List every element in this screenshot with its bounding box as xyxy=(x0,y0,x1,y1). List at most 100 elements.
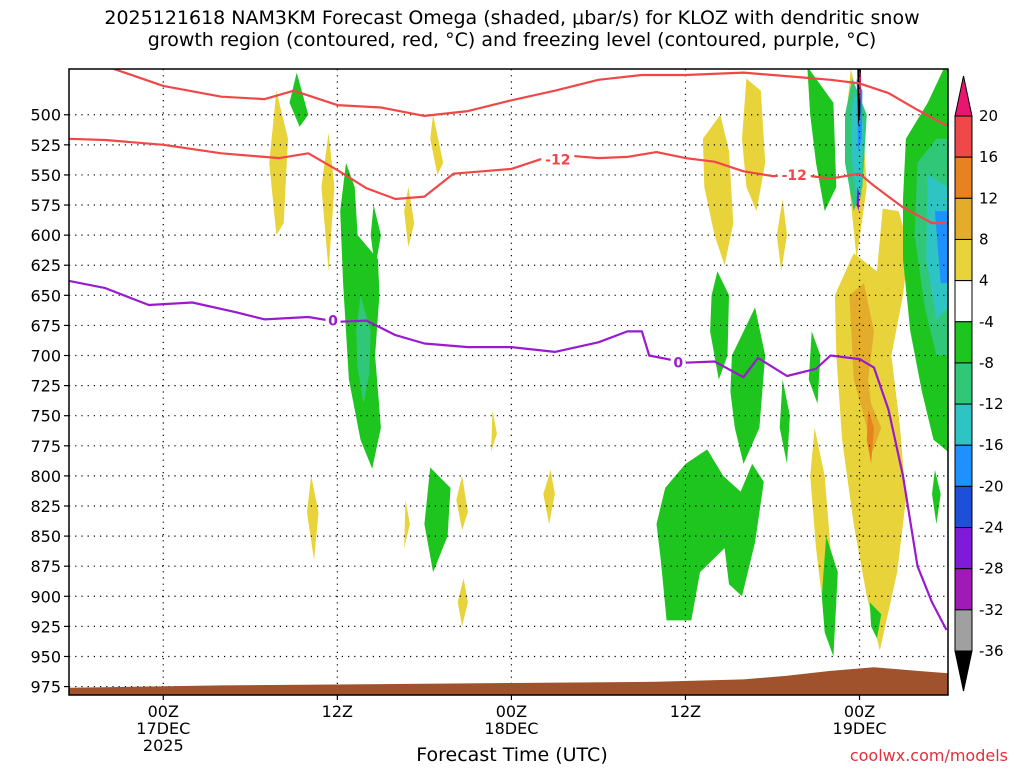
omega-region-13 xyxy=(457,578,468,627)
y-tick-label-500: 500 xyxy=(30,106,61,125)
colorbar-top-triangle xyxy=(954,75,973,117)
colorbar-bin-4 xyxy=(954,280,973,323)
omega-region-14 xyxy=(543,469,555,525)
omega-region-6 xyxy=(321,132,335,272)
colorbar-label-0: 20 xyxy=(979,107,998,125)
colorbar-label-3: 8 xyxy=(979,230,989,248)
omega-region-35 xyxy=(932,469,941,525)
omega-region-22 xyxy=(808,331,821,404)
y-tick-label-800: 800 xyxy=(30,467,61,486)
contour-label-bg-dendritic_bottom-0 xyxy=(541,151,575,168)
omega-region-9 xyxy=(424,467,451,573)
omega-region-30 xyxy=(866,409,874,464)
colorbar-bin-0 xyxy=(954,115,973,158)
colorbar-label-10: -24 xyxy=(979,519,1004,537)
colorbar-label-4: 4 xyxy=(979,272,989,290)
chart-title-line-2: growth region (contoured, red, °C) and f… xyxy=(147,29,877,51)
colorbar-bin-12 xyxy=(954,609,973,652)
colorbar-bin-8 xyxy=(954,444,973,487)
omega-region-2 xyxy=(289,72,309,127)
omega-region-7 xyxy=(404,187,415,248)
contour-label-freezing_level-1: 0 xyxy=(673,356,683,372)
colorbar-bin-5 xyxy=(954,321,973,364)
terrain-layer xyxy=(69,667,948,695)
omega-region-17 xyxy=(730,307,766,464)
colorbar-label-1: 16 xyxy=(979,148,998,166)
y-tick-label-825: 825 xyxy=(30,497,61,516)
omega-region-23 xyxy=(807,69,837,212)
y-tick-label-675: 675 xyxy=(30,316,61,335)
y-tick-label-700: 700 xyxy=(30,347,61,366)
axes-layer: 500 525 550 575 600 625 650 675 700 725 750 775 800 8… xyxy=(30,68,949,755)
omega-region-1 xyxy=(356,295,371,404)
colorbar: 20 16 12 8 4 -4 -8 -12 -16 -20 -24 -28 -32 -36 xyxy=(954,75,1004,692)
colorbar-label-2: 12 xyxy=(979,189,998,207)
colorbar-label-11: -28 xyxy=(979,560,1004,578)
omega-region-15 xyxy=(656,449,764,621)
colorbar-label-5: -4 xyxy=(979,313,994,331)
colorbar-bin-1 xyxy=(954,156,973,199)
omega-region-34 xyxy=(934,211,948,284)
omega-region-18 xyxy=(702,114,734,266)
omega-region-5 xyxy=(430,114,444,175)
contour-label-dendritic_bottom-1: -12 xyxy=(782,168,807,184)
colorbar-label-13: -36 xyxy=(979,642,1004,660)
colorbar-bin-10 xyxy=(954,527,973,570)
y-tick-label-525: 525 xyxy=(30,136,61,155)
colorbar-bin-9 xyxy=(954,485,973,529)
omega-region-10 xyxy=(404,500,410,549)
omega-region-11 xyxy=(456,475,468,531)
y-tick-label-950: 950 xyxy=(30,647,61,666)
omega-region-4 xyxy=(269,90,288,236)
y-tick-label-750: 750 xyxy=(30,407,61,426)
contour-label-bg-freezing_level-1 xyxy=(670,354,686,371)
chart-title-line-1: 2025121618 NAM3KM Forecast Omega (shaded… xyxy=(104,7,920,29)
y-tick-label-850: 850 xyxy=(30,527,61,546)
omega-region-20 xyxy=(776,199,787,272)
x-tick-label-6-2: 2025 xyxy=(143,736,184,755)
x-tick-label-6-1: 17DEC xyxy=(136,719,190,738)
y-tick-label-650: 650 xyxy=(30,286,61,305)
contour-layer: -12 -12 0 0 xyxy=(69,69,948,631)
contour-label-freezing_level-0: 0 xyxy=(328,314,338,330)
colorbar-bottom-triangle xyxy=(954,650,973,692)
omega-region-21 xyxy=(779,379,790,464)
colorbar-label-8: -16 xyxy=(979,436,1004,454)
colorbar-bin-3 xyxy=(954,238,973,282)
y-tick-label-550: 550 xyxy=(30,166,61,185)
colorbar-bin-2 xyxy=(954,197,973,240)
contour-label-dendritic_bottom-0: -12 xyxy=(545,152,570,168)
y-tick-label-975: 975 xyxy=(30,678,61,697)
colorbar-label-12: -32 xyxy=(979,601,1004,619)
colorbar-bin-6 xyxy=(954,362,973,405)
y-tick-label-625: 625 xyxy=(30,256,61,275)
y-tick-label-575: 575 xyxy=(30,196,61,215)
y-tick-label-875: 875 xyxy=(30,557,61,576)
colorbar-label-9: -20 xyxy=(979,477,1004,495)
x-tick-label-54-1: 19DEC xyxy=(833,719,887,738)
colorbar-label-6: -8 xyxy=(979,354,994,372)
colorbar-bin-11 xyxy=(954,568,973,611)
y-tick-label-775: 775 xyxy=(30,437,61,456)
x-tick-label-30-1: 18DEC xyxy=(484,719,538,738)
x-axis-label: Forecast Time (UTC) xyxy=(416,744,608,766)
contour-label-bg-dendritic_bottom-1 xyxy=(777,166,811,183)
y-tick-label-900: 900 xyxy=(30,587,61,606)
x-tick-label-42-0: 12Z xyxy=(670,702,701,721)
omega-region-36 xyxy=(869,602,882,639)
contour-label-bg-freezing_level-0 xyxy=(325,312,341,329)
grid-layer xyxy=(69,69,948,695)
y-tick-label-725: 725 xyxy=(30,377,61,396)
y-tick-label-925: 925 xyxy=(30,617,61,636)
omega-region-3 xyxy=(370,205,381,269)
x-tick-label-54-0: 00Z xyxy=(844,702,875,721)
omega-region-12 xyxy=(491,409,497,452)
colorbar-label-7: -12 xyxy=(979,395,1004,413)
contour-freezing_level xyxy=(69,279,948,631)
terrain-fill xyxy=(69,667,948,695)
source-credit: coolwx.com/models xyxy=(849,746,1008,765)
x-tick-label-18-0: 12Z xyxy=(322,702,353,721)
omega-region-19 xyxy=(742,78,766,212)
x-tick-label-30-0: 00Z xyxy=(496,702,527,721)
